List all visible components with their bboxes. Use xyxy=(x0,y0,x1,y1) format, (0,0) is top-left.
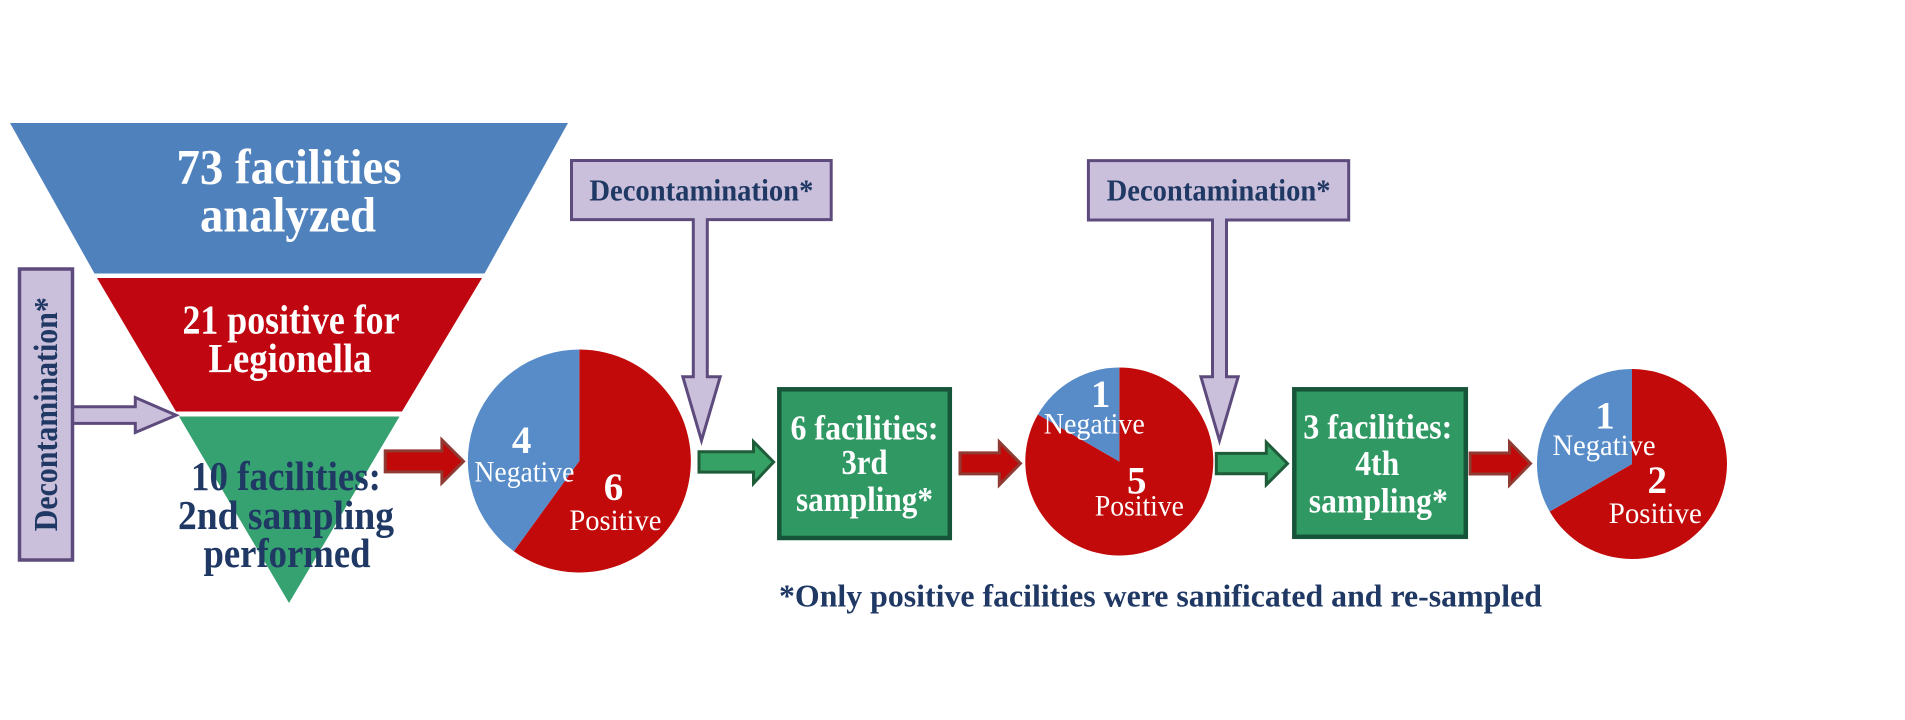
svg-text:*Only positive facilities were: *Only positive facilities were sanificat… xyxy=(779,579,1542,614)
svg-text:sampling*: sampling* xyxy=(1309,482,1448,521)
svg-text:2nd sampling: 2nd sampling xyxy=(178,492,394,538)
svg-text:21 positive for: 21 positive for xyxy=(183,296,400,342)
svg-text:3rd: 3rd xyxy=(842,443,888,482)
svg-text:Legionella: Legionella xyxy=(209,335,372,381)
svg-text:6 facilities:: 6 facilities: xyxy=(791,409,939,448)
svg-text:Decontamination*: Decontamination* xyxy=(589,172,813,207)
svg-text:5: 5 xyxy=(1127,459,1147,502)
svg-text:Decontamination*: Decontamination* xyxy=(28,297,65,531)
svg-text:10 facilities:: 10 facilities: xyxy=(191,453,381,499)
svg-text:4: 4 xyxy=(512,419,532,462)
svg-text:analyzed: analyzed xyxy=(200,186,376,242)
svg-text:4th: 4th xyxy=(1355,444,1399,483)
svg-text:Negative: Negative xyxy=(474,455,574,488)
svg-text:3 facilities:: 3 facilities: xyxy=(1303,408,1452,447)
svg-text:Positive: Positive xyxy=(569,504,661,537)
svg-text:Negative: Negative xyxy=(1553,429,1656,462)
svg-text:sampling*: sampling* xyxy=(796,480,933,519)
svg-text:2: 2 xyxy=(1648,459,1668,502)
svg-text:Positive: Positive xyxy=(1609,497,1702,530)
svg-text:73 facilities: 73 facilities xyxy=(177,138,402,194)
svg-text:1: 1 xyxy=(1091,373,1111,416)
svg-text:Positive: Positive xyxy=(1095,490,1184,523)
svg-text:Negative: Negative xyxy=(1044,408,1145,441)
svg-text:6: 6 xyxy=(604,466,624,509)
svg-text:Decontamination*: Decontamination* xyxy=(1107,172,1331,207)
svg-text:1: 1 xyxy=(1595,395,1615,438)
svg-text:performed: performed xyxy=(204,530,371,576)
